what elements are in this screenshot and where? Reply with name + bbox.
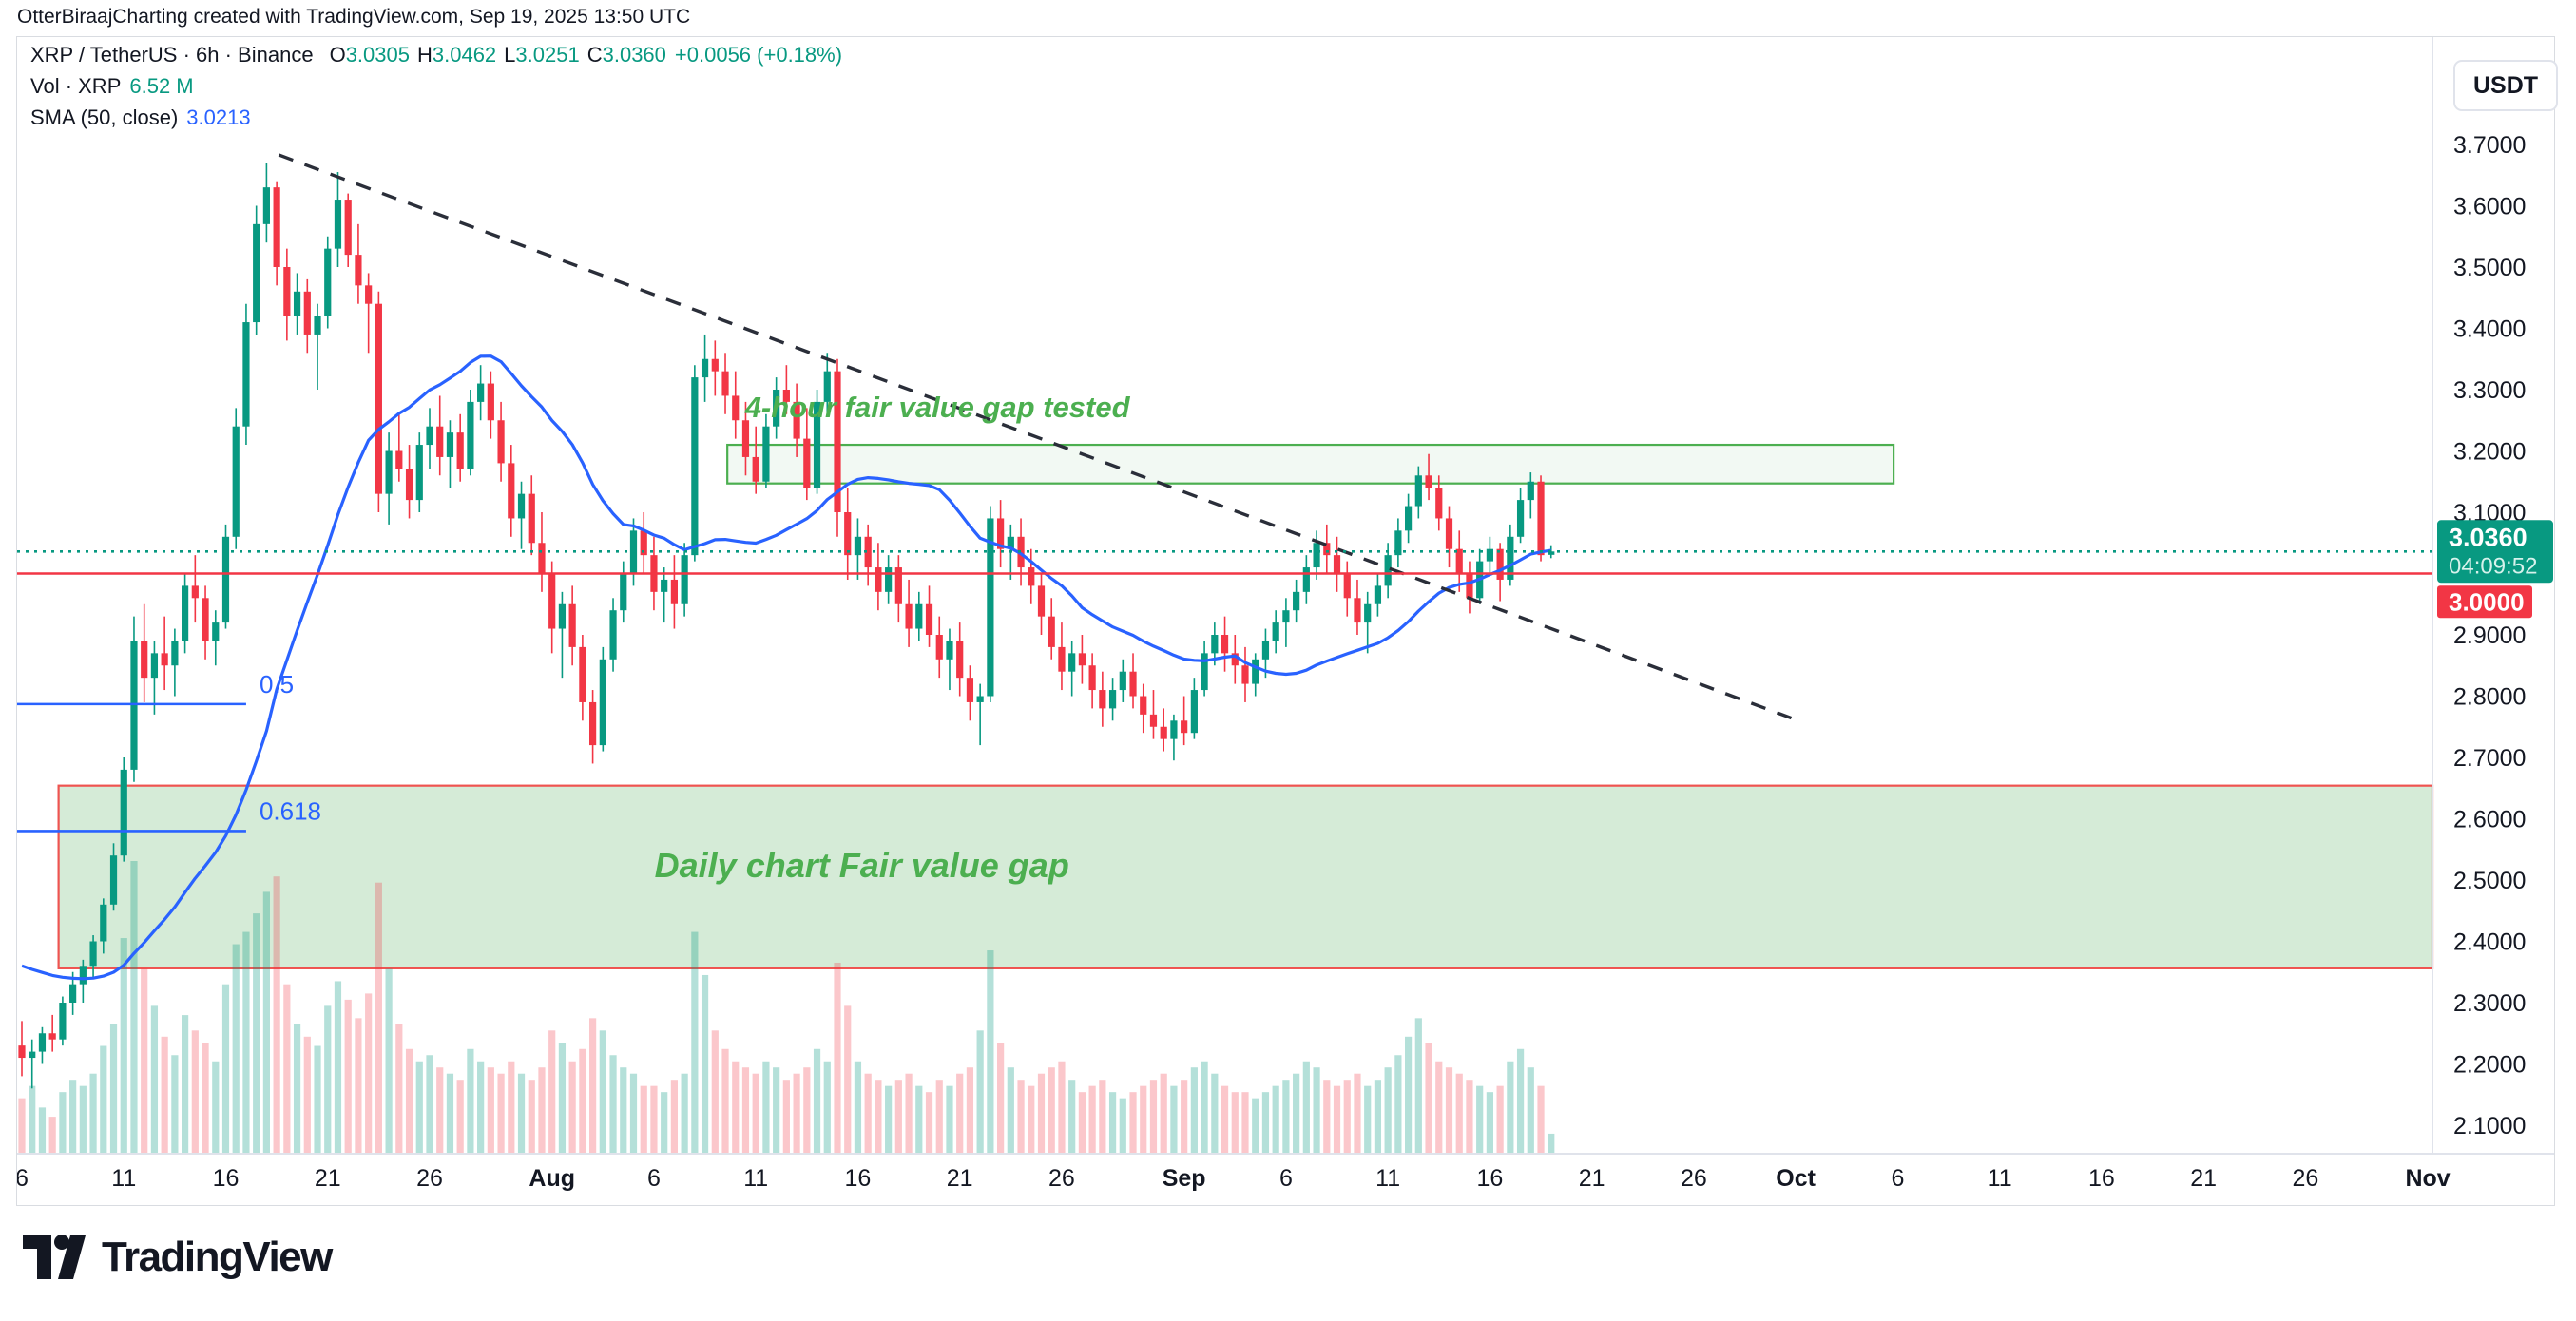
candle-countdown: 04:09:52: [2449, 553, 2537, 579]
time-tick-label: 26: [1048, 1165, 1075, 1192]
level-price-badge-value: 3.0000: [2449, 587, 2525, 616]
annotation-text-0[interactable]: 4-hour fair value gap tested: [744, 391, 1131, 424]
time-tick-label: 11: [1375, 1165, 1400, 1192]
ohlc-key: L: [504, 43, 516, 67]
price-tick-label: 3.3000: [2453, 377, 2526, 404]
volume-label: Vol · XRP: [30, 74, 122, 98]
ohlc-value: 3.0305: [345, 43, 410, 67]
legend-volume-row[interactable]: Vol · XRP 6.52 M: [30, 74, 842, 99]
time-tick-label: Nov: [2405, 1165, 2450, 1192]
sma-line[interactable]: [21, 354, 1552, 981]
time-tick-label: 6: [647, 1165, 661, 1192]
attribution-text: OtterBiraajCharting created with Trading…: [17, 6, 691, 28]
chart-annotations[interactable]: 0.5 0.618 4-hour fair value gap tested Dail…: [260, 391, 1131, 885]
time-tick-label: 11: [1988, 1165, 2012, 1192]
price-tick-label: 3.7000: [2453, 132, 2526, 159]
price-tick-label: 3.6000: [2453, 194, 2526, 220]
4h-fvg-box[interactable]: [726, 443, 1895, 485]
volume-value: 6.52 M: [129, 74, 194, 98]
tradingview-logo-text: TradingView: [102, 1234, 333, 1280]
time-tick-label: 16: [2088, 1165, 2115, 1192]
ohlc-values: O3.0305 H3.0462 L3.0251 C3.0360: [322, 43, 666, 67]
fvg-boxes[interactable]: [57, 443, 2434, 969]
daily-fvg-box[interactable]: [57, 784, 2434, 969]
time-tick-label: 11: [111, 1165, 136, 1192]
fib-label-0.5: 0.5: [260, 670, 294, 699]
price-tick-label: 2.3000: [2453, 990, 2526, 1017]
ohlc-key: H: [416, 43, 433, 67]
time-tick-label: 6: [1891, 1165, 1904, 1192]
price-tick-label: 2.4000: [2453, 929, 2526, 956]
time-tick-label: 26: [416, 1165, 443, 1192]
descending-trendline[interactable]: [278, 153, 1793, 720]
fib-label-0.618: 0.618: [260, 796, 321, 825]
sma-value: 3.0213: [186, 105, 251, 129]
price-tick-label: 2.8000: [2453, 684, 2526, 711]
ohlc-key: C: [586, 43, 603, 67]
currency-toggle-button[interactable]: USDT: [2453, 60, 2558, 111]
time-tick-label: 26: [2292, 1165, 2318, 1192]
time-tick-label: 16: [1476, 1165, 1503, 1192]
price-tick-label: 3.4000: [2453, 316, 2526, 343]
time-tick-label: 21: [1579, 1165, 1605, 1192]
axes[interactable]: 3.70003.60003.50003.40003.30003.20003.10…: [17, 37, 2554, 1192]
time-tick-label: 16: [213, 1165, 240, 1192]
last-price-badge: [2437, 520, 2553, 584]
ohlc-value: 3.0360: [602, 43, 666, 67]
level-price-badge: [2437, 585, 2532, 619]
ohlc-value: 3.0462: [432, 43, 497, 67]
tradingview-logo-icon: [23, 1235, 86, 1279]
time-tick-label: 21: [2190, 1165, 2217, 1192]
sma-label: SMA (50, close): [30, 105, 179, 129]
annotation-text-1[interactable]: Daily chart Fair value gap: [655, 846, 1069, 885]
chart-canvas[interactable]: 0.5 0.618 4-hour fair value gap tested Dail…: [17, 37, 2554, 1205]
time-tick-label: Aug: [529, 1165, 575, 1192]
symbol-title: XRP / TetherUS · 6h · Binance: [30, 43, 314, 67]
time-tick-label: 6: [1279, 1165, 1293, 1192]
legend-sma-row[interactable]: SMA (50, close) 3.0213: [30, 105, 842, 130]
time-tick-label: Sep: [1163, 1165, 1206, 1192]
drawing-lines[interactable]: [17, 153, 2432, 833]
time-tick-label: 26: [1681, 1165, 1707, 1192]
time-tick-label: 11: [743, 1165, 768, 1192]
change-value: +0.0056 (+0.18%): [674, 43, 843, 67]
price-tick-label: 3.2000: [2453, 439, 2526, 466]
time-tick-label: Oct: [1776, 1165, 1816, 1192]
time-tick-label: 6: [17, 1165, 29, 1192]
price-tick-label: 2.5000: [2453, 868, 2526, 894]
chart-widget[interactable]: 0.5 0.618 4-hour fair value gap tested Dail…: [16, 36, 2558, 1206]
time-tick-label: 21: [315, 1165, 341, 1192]
ohlc-value: 3.0251: [515, 43, 580, 67]
legend: XRP / TetherUS · 6h · Binance O3.0305 H3.…: [30, 43, 842, 137]
sma-path: [21, 354, 1552, 981]
time-tick-label: 21: [947, 1165, 973, 1192]
tradingview-footer[interactable]: TradingView: [22, 1234, 333, 1281]
price-tick-label: 2.6000: [2453, 807, 2526, 833]
last-price-badge-value: 3.0360: [2449, 523, 2528, 551]
ohlc-key: O: [329, 43, 346, 67]
legend-symbol-row[interactable]: XRP / TetherUS · 6h · Binance O3.0305 H3.…: [30, 43, 842, 67]
price-tick-label: 2.1000: [2453, 1113, 2526, 1139]
price-tick-label: 2.7000: [2453, 745, 2526, 772]
volume-bars: [18, 861, 1555, 1154]
time-tick-label: 16: [845, 1165, 872, 1192]
price-tick-label: 2.9000: [2453, 622, 2526, 649]
price-tick-label: 3.5000: [2453, 255, 2526, 281]
price-tick-label: 2.2000: [2453, 1052, 2526, 1079]
candlestick-series[interactable]: [18, 163, 1555, 1089]
